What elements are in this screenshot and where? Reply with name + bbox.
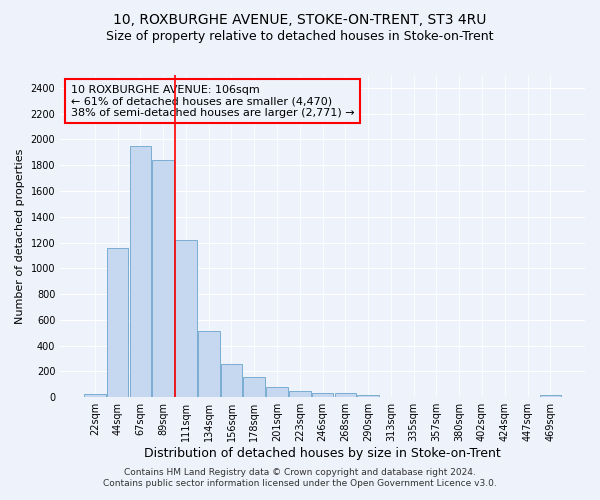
X-axis label: Distribution of detached houses by size in Stoke-on-Trent: Distribution of detached houses by size … xyxy=(144,447,501,460)
Bar xyxy=(312,392,334,397)
Bar xyxy=(175,240,197,397)
Y-axis label: Number of detached properties: Number of detached properties xyxy=(15,148,25,324)
Bar xyxy=(244,377,265,397)
Bar xyxy=(198,332,220,397)
Bar xyxy=(358,394,379,397)
Bar xyxy=(221,364,242,397)
Text: Size of property relative to detached houses in Stoke-on-Trent: Size of property relative to detached ho… xyxy=(106,30,494,43)
Bar xyxy=(335,392,356,397)
Text: Contains HM Land Registry data © Crown copyright and database right 2024.
Contai: Contains HM Land Registry data © Crown c… xyxy=(103,468,497,487)
Bar xyxy=(130,146,151,397)
Text: 10 ROXBURGHE AVENUE: 106sqm
← 61% of detached houses are smaller (4,470)
38% of : 10 ROXBURGHE AVENUE: 106sqm ← 61% of det… xyxy=(71,84,354,118)
Bar xyxy=(539,396,561,397)
Bar xyxy=(266,387,288,397)
Bar xyxy=(84,394,106,397)
Bar xyxy=(107,248,128,397)
Bar xyxy=(289,391,311,397)
Text: 10, ROXBURGHE AVENUE, STOKE-ON-TRENT, ST3 4RU: 10, ROXBURGHE AVENUE, STOKE-ON-TRENT, ST… xyxy=(113,12,487,26)
Bar xyxy=(152,160,174,397)
